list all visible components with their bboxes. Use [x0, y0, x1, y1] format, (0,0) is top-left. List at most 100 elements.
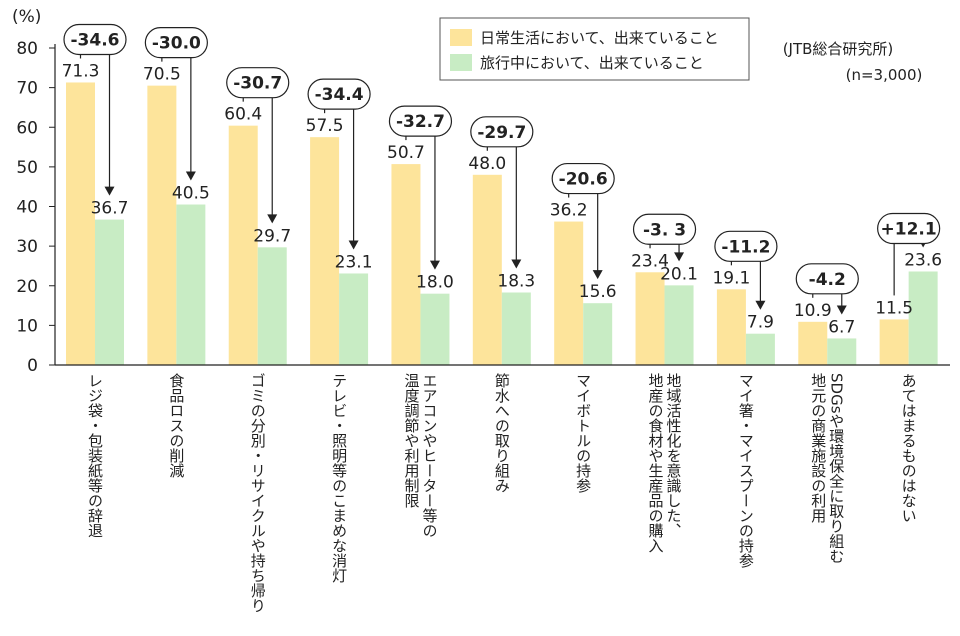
category-label: 温度調節や利用制限 — [402, 373, 420, 508]
difference-pill — [714, 230, 778, 262]
category-label: 地元の商業施設の利用 — [809, 373, 827, 524]
category-label: マイボトルの持参 — [574, 373, 592, 493]
y-tick-label: 60 — [16, 118, 38, 138]
legend-box — [439, 17, 750, 81]
value-label-daily: 50.7 — [387, 143, 425, 163]
difference-annotation: -32.7 — [388, 105, 453, 270]
bar-daily — [228, 125, 258, 365]
category-label: 食品ロスの削減 — [167, 373, 185, 479]
bar-daily — [716, 289, 746, 365]
difference-annotation: -34.4 — [307, 78, 371, 250]
value-label-travel: 7.9 — [747, 313, 774, 333]
y-tick-label: 80 — [16, 39, 38, 59]
bar-travel — [257, 247, 287, 365]
y-tick-label: 30 — [16, 237, 38, 257]
difference-annotation: -34.6 — [63, 23, 127, 196]
bar-travel — [501, 292, 531, 365]
bar-daily — [310, 137, 340, 365]
category-label: マイ箸・マイスプーンの持参 — [737, 373, 755, 568]
arrow-head — [185, 171, 196, 181]
value-label-daily: 19.1 — [712, 268, 750, 288]
difference-annotation: +12.1 — [877, 212, 941, 296]
value-label-travel: 36.7 — [91, 199, 129, 219]
category-label: 地産の食材や生産品の購入 — [647, 373, 665, 553]
value-label-daily: 10.9 — [794, 301, 832, 321]
difference-label: -11.2 — [721, 237, 770, 257]
sample-size-note: (n=3,000) — [846, 66, 923, 84]
arrow-head — [836, 305, 847, 315]
legend-label-daily: 日常生活において、出来ていること — [480, 29, 719, 47]
difference-label: -4.2 — [809, 270, 846, 290]
difference-pill — [795, 263, 859, 295]
bar-daily — [147, 85, 177, 366]
bar-daily — [554, 221, 584, 365]
difference-label: -32.7 — [396, 112, 445, 132]
bar-travel — [583, 303, 613, 365]
bar-daily — [66, 82, 95, 365]
difference-pill — [226, 67, 290, 99]
y-tick-label: 70 — [16, 79, 38, 99]
category-label: ゴミの分別・リサイクルや持ち帰り — [249, 373, 267, 613]
arrow-head — [755, 300, 766, 310]
value-label-daily: 71.3 — [62, 61, 100, 81]
category-label: テレビ・照明等のこまめな消灯 — [330, 373, 348, 584]
bar-travel — [908, 271, 938, 365]
category-label: あてはまるものはない — [900, 373, 918, 523]
value-label-daily: 23.4 — [631, 251, 669, 271]
difference-annotation: -20.6 — [551, 162, 615, 280]
difference-label: -20.6 — [559, 170, 608, 190]
category-label: レジ袋・包装紙等の辞退 — [86, 373, 104, 538]
difference-pill — [551, 162, 615, 195]
value-label-daily: 57.5 — [306, 116, 344, 136]
bar-daily — [472, 174, 502, 365]
value-label-travel: 40.5 — [172, 184, 210, 204]
difference-annotation: -4.2 — [795, 263, 859, 315]
arrow-head — [592, 270, 603, 280]
bar-travel — [339, 273, 369, 365]
value-label-daily: 36.2 — [550, 201, 588, 221]
legend-swatch-travel — [450, 54, 472, 71]
difference-label: -34.4 — [315, 85, 364, 105]
y-tick-label: 50 — [16, 158, 38, 178]
value-label-travel: 20.1 — [660, 264, 698, 284]
y-tick-label: 40 — [16, 198, 38, 218]
value-label-travel: 29.7 — [253, 226, 291, 246]
difference-pill — [470, 116, 534, 148]
arrow-head — [348, 240, 359, 250]
y-axis-unit-label: (%) — [12, 7, 41, 27]
value-label-travel: 18.3 — [497, 271, 535, 291]
legend: 日常生活において、出来ていること 旅行中において、出来ていること — [439, 17, 750, 81]
value-label-travel: 6.7 — [828, 317, 855, 337]
difference-pill — [63, 23, 127, 56]
difference-pill — [632, 213, 697, 245]
y-tick-label: 0 — [27, 356, 38, 376]
arrow-head — [104, 186, 115, 196]
difference-label: -3. 3 — [643, 220, 686, 240]
category-label: SDGsや環境保全に取り組む — [827, 373, 845, 564]
legend-swatch-daily — [450, 29, 472, 46]
difference-pill — [144, 27, 208, 59]
difference-annotation: -30.7 — [226, 67, 290, 224]
axes — [54, 44, 950, 366]
category-labels: レジ袋・包装紙等の辞退 食品ロスの削減 ゴミの分別・リサイクルや持ち帰り テレビ・照明… — [86, 372, 918, 613]
value-label-daily: 60.4 — [224, 105, 262, 125]
bar-travel — [664, 285, 694, 365]
difference-pill — [388, 105, 453, 137]
difference-annotation: -11.2 — [714, 230, 778, 310]
difference-annotation: -30.0 — [144, 27, 208, 181]
difference-annotations: -34.6 -30.0 -30.7 -34.4 -32.7 -29.7 -20.6 -3. 3… — [63, 23, 941, 315]
arrow-head — [267, 214, 278, 224]
bar-daily — [879, 319, 909, 365]
y-tick-label: 10 — [16, 316, 38, 336]
bar-travel — [176, 204, 206, 365]
difference-pill — [307, 78, 371, 110]
y-tick-label: 20 — [16, 277, 38, 297]
bar-daily — [798, 321, 828, 365]
value-label-travel: 23.6 — [904, 250, 942, 270]
value-label-daily: 70.5 — [143, 65, 181, 85]
value-label-travel: 23.1 — [335, 252, 373, 272]
difference-annotation: -3. 3 — [632, 213, 697, 262]
difference-annotation: -29.7 — [470, 116, 534, 269]
difference-pill — [877, 212, 941, 245]
